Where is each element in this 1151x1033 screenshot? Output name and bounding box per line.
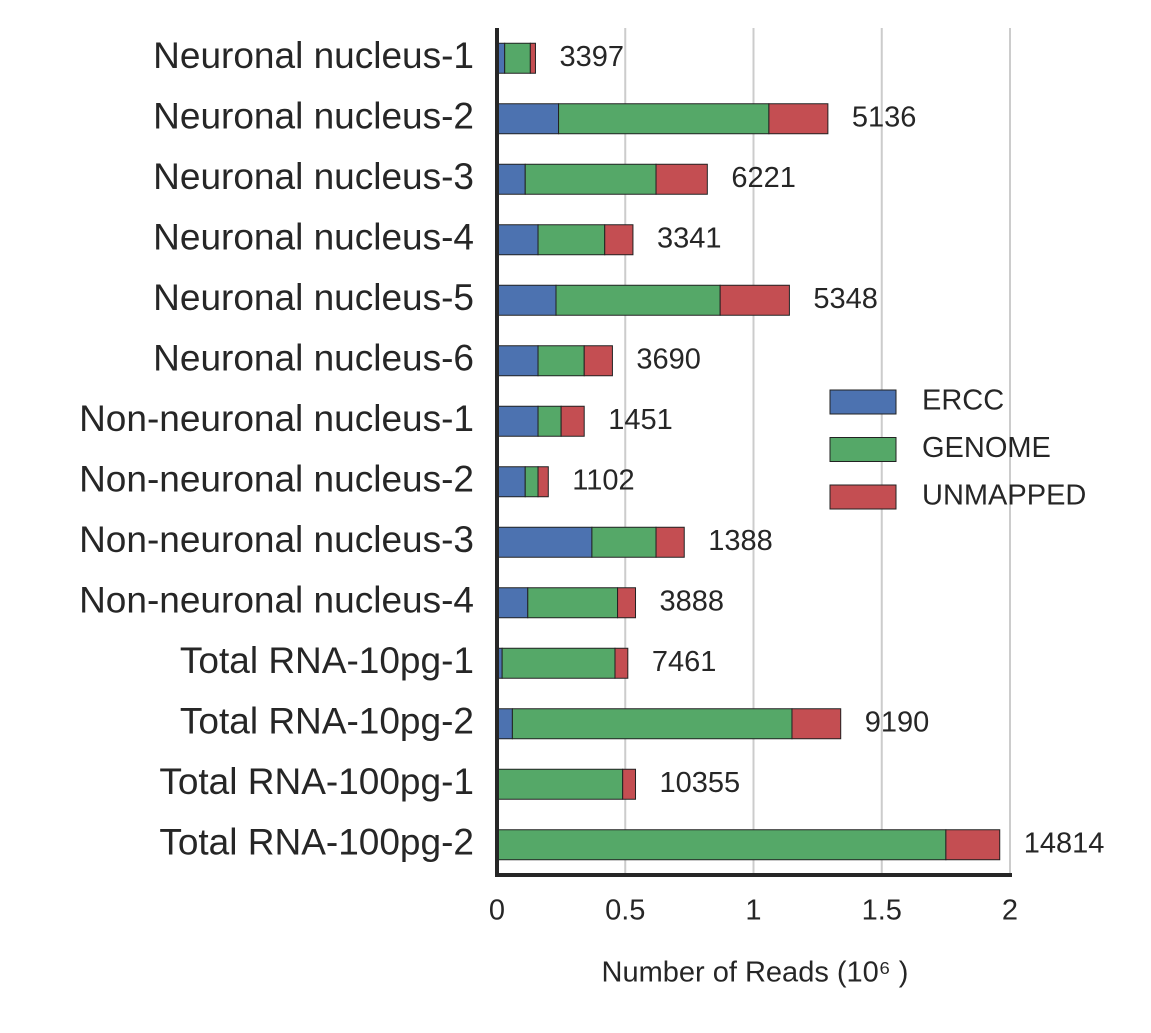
x-tick-label: 0.5 bbox=[605, 895, 645, 927]
bar-segment bbox=[583, 345, 613, 377]
x-tick-label: 1 bbox=[745, 895, 761, 927]
bar-annotation: 14814 bbox=[1024, 827, 1105, 859]
legend-label: ERCC bbox=[922, 385, 1004, 417]
y-tick-label: Neuronal nucleus-6 bbox=[153, 338, 474, 379]
bar-annotation: 3397 bbox=[559, 41, 624, 73]
y-tick-label: Total RNA-10pg-1 bbox=[180, 640, 474, 681]
legend-label: GENOME bbox=[922, 432, 1051, 464]
y-tick-label: Neuronal nucleus-5 bbox=[153, 277, 474, 318]
bar-segment bbox=[501, 647, 616, 679]
y-tick-label: Non-neuronal nucleus-4 bbox=[79, 580, 474, 621]
legend-swatch bbox=[829, 389, 897, 415]
bar-annotation: 1451 bbox=[608, 404, 673, 436]
bar-segment bbox=[614, 647, 629, 679]
bar-segment bbox=[591, 526, 657, 558]
bar-segment bbox=[524, 163, 657, 195]
bar-segment bbox=[558, 103, 770, 135]
bar-segment bbox=[604, 224, 634, 256]
bar-segment bbox=[496, 103, 560, 135]
bar-segment bbox=[496, 163, 526, 195]
bar-segment bbox=[496, 768, 624, 800]
bar-segment bbox=[719, 284, 790, 316]
bar-annotation: 7461 bbox=[652, 646, 717, 678]
x-tick-label: 0 bbox=[489, 895, 505, 927]
bar-annotation: 1102 bbox=[572, 464, 634, 496]
legend-swatch bbox=[829, 437, 897, 462]
bar-segment bbox=[945, 829, 1001, 861]
y-tick-label: Total RNA-100pg-2 bbox=[159, 822, 474, 863]
bar-segment bbox=[537, 405, 562, 437]
bar-segment bbox=[537, 345, 585, 377]
bar-annotation: 6221 bbox=[731, 162, 796, 194]
bar-annotation: 3888 bbox=[660, 585, 725, 617]
bar-annotation: 5136 bbox=[852, 101, 917, 133]
x-tick-label: 2 bbox=[1002, 895, 1018, 927]
y-tick-label: Neuronal nucleus-2 bbox=[153, 96, 474, 137]
bar-segment bbox=[511, 708, 793, 740]
y-tick-label: Non-neuronal nucleus-3 bbox=[79, 519, 474, 560]
y-tick-label: Non-neuronal nucleus-2 bbox=[79, 459, 474, 500]
y-tick-label: Neuronal nucleus-4 bbox=[153, 217, 474, 258]
bar-segment bbox=[791, 708, 842, 740]
bar-segment bbox=[527, 587, 619, 619]
bar-segment bbox=[496, 224, 539, 256]
bar-segment bbox=[496, 526, 593, 558]
y-tick-label: Neuronal nucleus-3 bbox=[153, 156, 474, 197]
bar-segment bbox=[555, 284, 721, 316]
bar-segment bbox=[504, 42, 531, 74]
bar-segment bbox=[496, 345, 539, 377]
bar-segment bbox=[617, 587, 637, 619]
y-tick-label: Non-neuronal nucleus-1 bbox=[79, 398, 474, 439]
bar-annotation: 9190 bbox=[865, 706, 930, 738]
x-axis-label: Number of Reads (10⁶ ) bbox=[602, 957, 909, 989]
bar-segment bbox=[655, 163, 708, 195]
bar-annotation: 1388 bbox=[708, 525, 773, 557]
bar-segment bbox=[496, 284, 557, 316]
bar-segment bbox=[537, 466, 549, 498]
bar-annotation: 3341 bbox=[657, 222, 722, 254]
bar-segment bbox=[529, 42, 536, 74]
bar-annotation: 3690 bbox=[636, 343, 701, 375]
y-tick-label: Neuronal nucleus-1 bbox=[153, 35, 474, 76]
bar-annotation: 10355 bbox=[660, 767, 741, 799]
bar-segment bbox=[496, 466, 526, 498]
legend-swatch bbox=[829, 484, 897, 510]
y-tick-label: Total RNA-10pg-2 bbox=[180, 701, 474, 742]
x-tick-label: 1.5 bbox=[862, 895, 902, 927]
bar-segment bbox=[622, 768, 637, 800]
bar-segment bbox=[496, 405, 539, 437]
bar-segment bbox=[496, 829, 947, 861]
bar-segment bbox=[655, 526, 685, 558]
bar-segment bbox=[496, 587, 529, 619]
legend-label: UNMAPPED bbox=[922, 480, 1086, 512]
bar-segment bbox=[537, 224, 606, 256]
bar-segment bbox=[560, 405, 585, 437]
bar-segment bbox=[496, 708, 513, 740]
bar-segment bbox=[768, 103, 829, 135]
y-tick-label: Total RNA-100pg-1 bbox=[159, 761, 474, 802]
bar-annotation: 5348 bbox=[813, 283, 878, 315]
bar-segment bbox=[524, 466, 539, 498]
